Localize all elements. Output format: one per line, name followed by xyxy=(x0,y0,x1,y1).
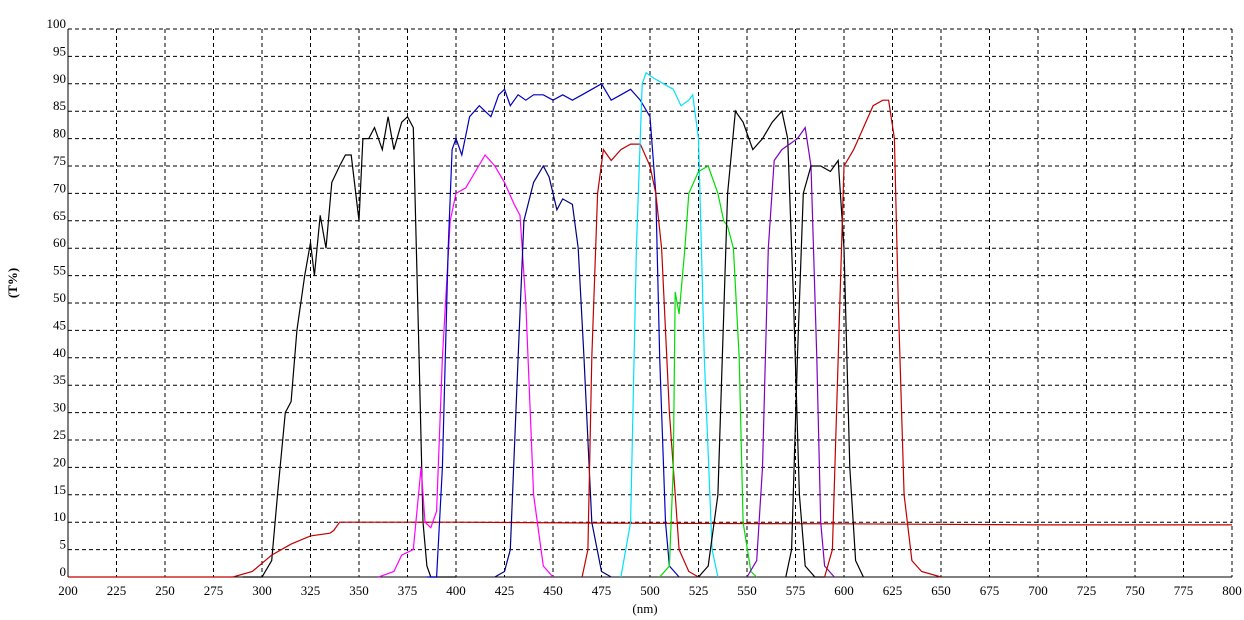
y-tick-label: 100 xyxy=(47,16,67,31)
y-tick-label: 15 xyxy=(53,482,66,497)
y-tick-label: 5 xyxy=(60,537,67,552)
y-tick-label: 70 xyxy=(53,180,66,195)
y-tick-label: 50 xyxy=(53,290,66,305)
y-tick-label: 75 xyxy=(53,153,66,168)
y-tick-label: 25 xyxy=(53,427,66,442)
x-tick-label: 800 xyxy=(1222,583,1242,598)
series-line xyxy=(785,158,864,578)
series-line xyxy=(68,521,1232,578)
series-line xyxy=(824,99,942,578)
series-line xyxy=(746,126,835,578)
x-tick-label: 650 xyxy=(931,583,951,598)
x-tick-label: 725 xyxy=(1077,583,1097,598)
y-tick-label: 95 xyxy=(53,43,66,58)
series-line xyxy=(426,82,680,578)
y-tick-label: 45 xyxy=(53,317,66,332)
series-line xyxy=(378,153,554,578)
x-tick-label: 700 xyxy=(1028,583,1048,598)
x-axis-label: (nm) xyxy=(632,601,657,616)
x-tick-label: 500 xyxy=(640,583,660,598)
y-tick-label: 90 xyxy=(53,71,66,86)
x-tick-label: 475 xyxy=(592,583,612,598)
y-tick-label: 55 xyxy=(53,263,66,278)
x-tick-label: 600 xyxy=(834,583,854,598)
y-axis-label: (T%) xyxy=(5,268,20,298)
x-tick-label: 775 xyxy=(1174,583,1194,598)
series-line xyxy=(494,164,612,578)
series-line xyxy=(242,115,456,578)
y-tick-label: 80 xyxy=(53,126,66,141)
x-tick-label: 250 xyxy=(155,583,175,598)
series-line xyxy=(620,71,719,578)
x-tick-label: 750 xyxy=(1125,583,1145,598)
x-tick-label: 450 xyxy=(543,583,563,598)
series-line xyxy=(581,143,699,578)
y-tick-label: 40 xyxy=(53,345,66,360)
x-tick-label: 200 xyxy=(58,583,78,598)
x-tick-label: 300 xyxy=(252,583,272,598)
x-tick-label: 375 xyxy=(398,583,418,598)
y-tick-label: 10 xyxy=(53,509,66,524)
x-tick-label: 625 xyxy=(883,583,903,598)
x-tick-label: 575 xyxy=(786,583,806,598)
x-tick-label: 225 xyxy=(107,583,127,598)
x-tick-label: 350 xyxy=(349,583,369,598)
x-tick-label: 425 xyxy=(495,583,515,598)
x-tick-label: 275 xyxy=(204,583,224,598)
y-tick-label: 30 xyxy=(53,400,66,415)
x-tick-label: 400 xyxy=(446,583,466,598)
y-tick-label: 20 xyxy=(53,454,66,469)
y-tick-label: 0 xyxy=(60,564,67,579)
x-tick-label: 550 xyxy=(737,583,757,598)
y-tick-label: 35 xyxy=(53,372,66,387)
y-tick-label: 65 xyxy=(53,208,66,223)
series-line xyxy=(659,165,758,578)
x-tick-label: 675 xyxy=(980,583,1000,598)
y-tick-label: 60 xyxy=(53,235,66,250)
x-tick-label: 525 xyxy=(689,583,709,598)
series-line xyxy=(698,109,825,578)
y-tick-label: 85 xyxy=(53,98,66,113)
x-tick-label: 325 xyxy=(301,583,321,598)
